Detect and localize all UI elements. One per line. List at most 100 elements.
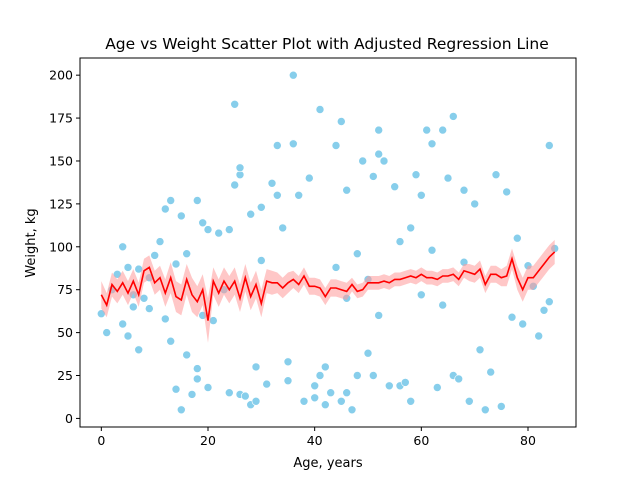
scatter-point: [374, 125, 384, 135]
scatter-point: [438, 300, 448, 310]
scatter-point: [342, 185, 352, 195]
scatter-point: [288, 70, 298, 80]
scatter-point: [496, 402, 506, 411]
x-tick-label: 40: [307, 433, 323, 448]
x-tick-label: 80: [520, 433, 536, 448]
scatter-point: [182, 350, 191, 360]
scatter-point: [518, 319, 528, 329]
scatter-point: [145, 304, 154, 313]
plot-frame: [79, 57, 577, 428]
scatter-point: [379, 156, 389, 166]
y-tick-label: 75: [57, 282, 73, 297]
scatter-point: [102, 328, 111, 337]
scatter-point: [331, 263, 341, 272]
y-axis-label: Weight, kg: [24, 208, 39, 277]
scatter-point: [427, 245, 437, 255]
scatter-point: [155, 237, 165, 246]
scatter-point: [246, 209, 255, 219]
y-tick-label: 100: [49, 239, 73, 254]
scatter-point: [187, 390, 197, 399]
scatter-point: [161, 204, 170, 214]
scatter-point: [454, 374, 464, 384]
x-axis-label: Age, years: [293, 456, 362, 471]
scatter-point: [166, 336, 175, 346]
y-axis: 0 25 50 75 100 125 150 175 200: [49, 68, 80, 426]
scatter-point: [118, 319, 127, 329]
scatter-point: [315, 371, 325, 380]
y-tick-label: 50: [57, 325, 73, 340]
x-tick-label: 0: [97, 433, 105, 448]
scatter-point: [315, 105, 325, 114]
scatter-point: [320, 400, 330, 410]
scatter-point: [251, 396, 261, 406]
scatter-point: [464, 396, 474, 406]
scatter-point: [352, 249, 362, 258]
scatter-point: [507, 312, 517, 322]
scatter-point: [432, 383, 442, 392]
scatter-point: [150, 251, 159, 260]
scatter-point: [416, 290, 426, 300]
scatter-point: [193, 374, 202, 384]
scatter-point: [363, 348, 373, 358]
scatter-point: [304, 173, 314, 183]
scatter-point: [416, 191, 426, 200]
scatter-point: [203, 225, 213, 234]
scatter-point: [384, 381, 394, 391]
scatter-point: [123, 331, 133, 341]
scatter-point: [475, 345, 485, 355]
scatter-point: [198, 218, 207, 228]
scatter-point: [358, 156, 368, 166]
scatter-point: [166, 196, 175, 205]
scatter-point: [400, 378, 410, 387]
scatter-point: [502, 187, 512, 197]
scatter-point: [544, 297, 554, 307]
scatter-point: [459, 185, 469, 195]
scatter-point: [310, 381, 320, 391]
scatter-point: [336, 117, 346, 126]
scatter-point: [352, 371, 362, 380]
scatter-point: [390, 182, 400, 191]
scatter-point: [443, 173, 453, 183]
plot-area: [97, 70, 560, 415]
scatter-point: [411, 170, 421, 179]
regression-line: [100, 251, 556, 321]
scatter-point: [368, 172, 378, 181]
scatter-point: [161, 314, 170, 324]
scatter-point: [225, 388, 234, 398]
scatter-point: [267, 179, 277, 188]
scatter-point: [272, 191, 282, 200]
scatter-point: [395, 237, 405, 246]
scatter-point: [283, 357, 293, 367]
y-tick-label: 25: [57, 368, 73, 383]
y-tick-label: 125: [49, 196, 73, 211]
y-tick-label: 150: [49, 153, 73, 168]
y-tick-label: 200: [49, 68, 73, 83]
y-tick-label: 0: [65, 411, 73, 426]
scatter-point: [486, 367, 496, 377]
scatter-point: [512, 233, 522, 243]
scatter-point: [406, 396, 416, 406]
scatter-point: [272, 141, 282, 150]
scatter-point: [241, 391, 250, 401]
scatter-point: [251, 362, 261, 372]
scatter-point: [288, 139, 298, 149]
scatter-point: [310, 393, 320, 403]
scatter-point: [294, 191, 304, 200]
scatter-point: [539, 305, 549, 315]
scatter-point: [203, 383, 213, 392]
scatter-point: [448, 112, 458, 121]
scatter-point: [470, 199, 480, 209]
scatter-point: [177, 211, 186, 221]
scatter-point: [193, 196, 202, 205]
scatter-point: [438, 125, 448, 135]
scatter-point: [118, 242, 127, 252]
scatter-point: [544, 141, 554, 150]
scatter-point: [374, 311, 384, 320]
scatter-point: [262, 379, 272, 389]
scatter-point: [171, 384, 181, 394]
x-axis: 0 20 40 60 80: [97, 427, 536, 448]
scatter-point: [480, 405, 490, 415]
chart-title: Age vs Weight Scatter Plot with Adjusted…: [105, 35, 549, 53]
scatter-point: [230, 180, 239, 190]
